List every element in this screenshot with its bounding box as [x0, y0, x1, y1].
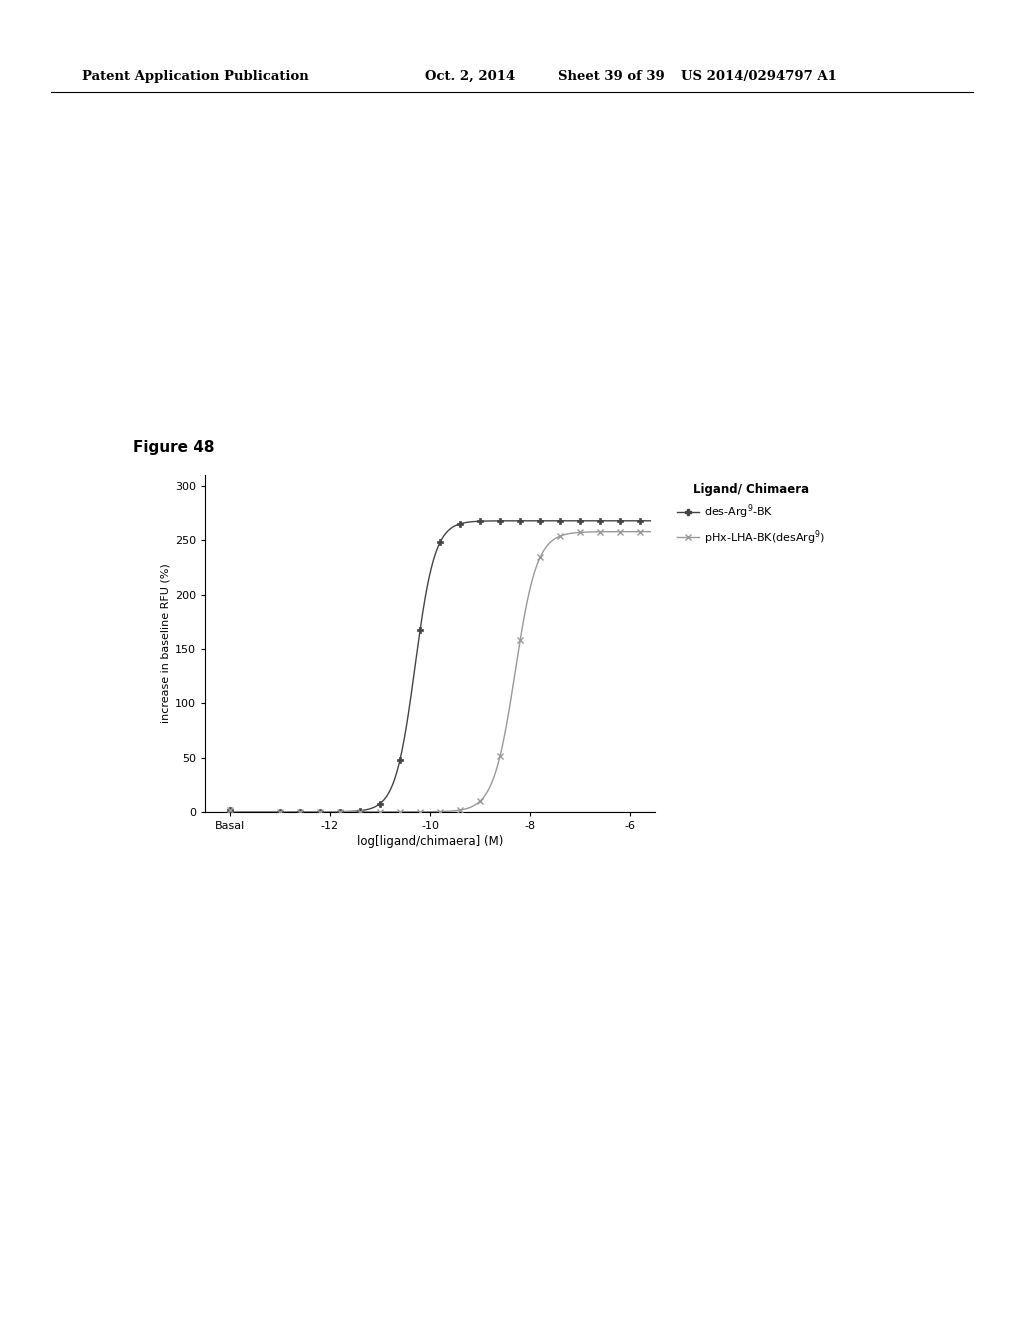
Legend: des-Arg$^9$-BK, pHx-LHA-BK(desArg$^9$): des-Arg$^9$-BK, pHx-LHA-BK(desArg$^9$): [675, 480, 827, 549]
Text: Figure 48: Figure 48: [133, 441, 215, 455]
Text: Oct. 2, 2014: Oct. 2, 2014: [425, 70, 515, 83]
Text: Sheet 39 of 39: Sheet 39 of 39: [558, 70, 665, 83]
Text: Patent Application Publication: Patent Application Publication: [82, 70, 308, 83]
X-axis label: log[ligand/chimaera] (M): log[ligand/chimaera] (M): [357, 836, 503, 847]
Text: US 2014/0294797 A1: US 2014/0294797 A1: [681, 70, 837, 83]
Y-axis label: increase in baseline RFU (%): increase in baseline RFU (%): [161, 564, 170, 723]
